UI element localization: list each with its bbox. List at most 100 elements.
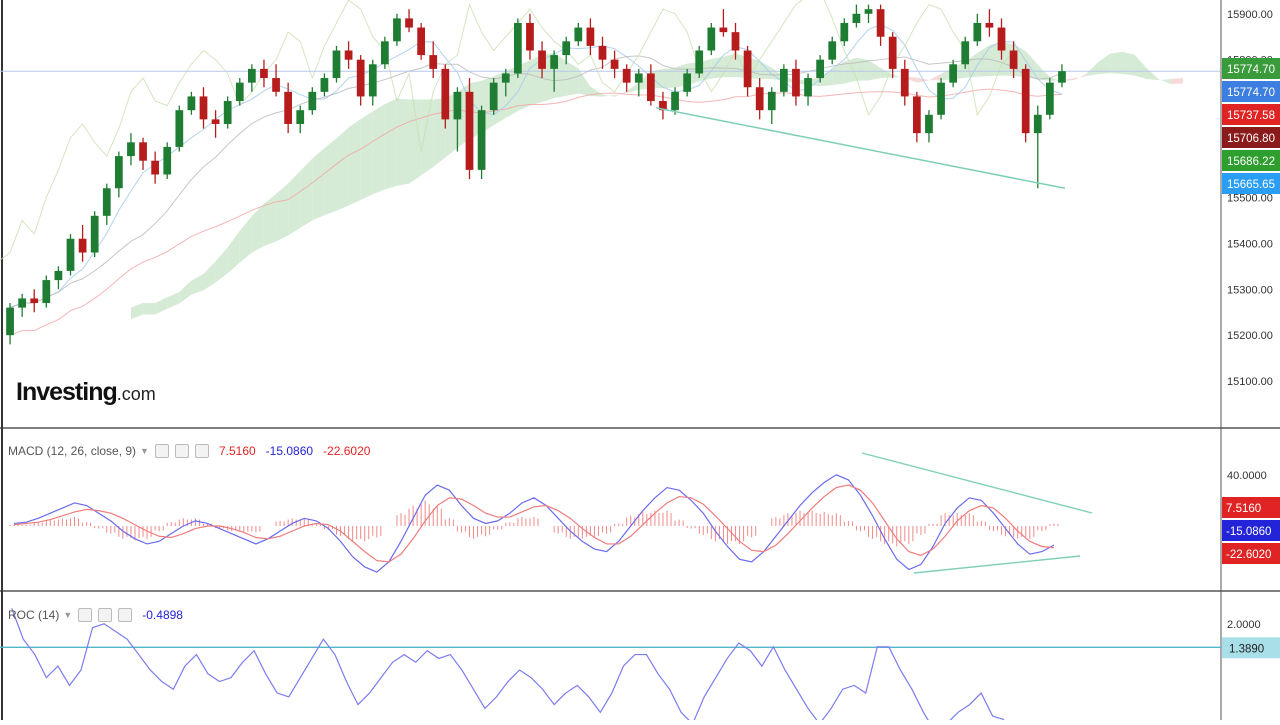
conversion-line [9, 24, 1063, 309]
candle-body [54, 270, 63, 281]
candle-body [320, 78, 329, 92]
cloud-segment [324, 138, 337, 216]
macd-series [9, 452, 1093, 574]
cloud-segment [723, 53, 736, 78]
candle-body [405, 18, 413, 28]
candle-body [308, 91, 317, 111]
price-tag-label: 15686.22 [1227, 156, 1275, 168]
candle-body [260, 68, 268, 79]
cloud-segment [1037, 64, 1050, 81]
chevron-down-icon[interactable]: ▼ [63, 610, 73, 620]
candle-body [646, 73, 655, 102]
close-icon[interactable] [194, 444, 209, 458]
candle-body [695, 50, 704, 74]
cloud-segment [300, 158, 313, 228]
value-axis: 15900.0015800.0015500.0015400.0015300.00… [1222, 9, 1280, 659]
candle-body [779, 68, 788, 92]
base-line [9, 55, 1063, 309]
candle-body [634, 73, 643, 83]
chevron-down-icon[interactable]: ▼ [140, 446, 149, 456]
candle-body [223, 101, 232, 124]
cloud-segment [977, 45, 990, 77]
visibility-icon[interactable] [154, 444, 169, 458]
macd-value-tag-label: -15.0860 [1226, 526, 1271, 538]
macd-trendline-upper [861, 452, 1093, 514]
roc-line [11, 608, 1005, 725]
candle-body [368, 64, 377, 97]
candle-body [671, 91, 679, 111]
roc-title: ROC (14) [8, 608, 60, 622]
cloud-segment [372, 103, 385, 195]
cloud-segment [336, 127, 349, 211]
price-tag-label: 15737.58 [1227, 110, 1275, 122]
candle-body [66, 238, 75, 271]
cloud-segment [215, 247, 228, 283]
macd-legend: MACD (12, 26, close, 9) ▼ 7.5160 -15.086… [8, 444, 370, 458]
candle-body [284, 91, 293, 124]
cloud-segment [590, 86, 603, 97]
settings-icon[interactable] [98, 608, 113, 622]
price-tick-label: 15100.00 [1227, 376, 1273, 388]
cloud-segment [626, 82, 639, 93]
candle-body [586, 27, 595, 46]
candle-body [973, 22, 982, 42]
price-tick-label: 15900.00 [1227, 9, 1273, 21]
roc-level-tag [1222, 637, 1280, 659]
cloud-segment [239, 216, 252, 263]
cloud-segment [384, 98, 397, 190]
candle-body [1045, 82, 1054, 115]
price-tag-label: 15706.80 [1227, 133, 1275, 145]
candle-body [272, 78, 280, 92]
cloud-segment [312, 148, 325, 221]
candle-body [719, 27, 728, 33]
cloud-segment [844, 57, 857, 84]
candle-body [792, 68, 800, 97]
cloud-segment [1158, 79, 1171, 85]
cloud-segment [263, 193, 277, 247]
macd-value-tag-label: 7.5160 [1226, 503, 1261, 515]
investing-logo: Investing.com [16, 378, 156, 407]
candle-body [912, 96, 921, 134]
settings-icon[interactable] [174, 444, 189, 458]
logo-main-text: Investing [16, 378, 118, 406]
candle-body [90, 215, 99, 253]
price-tick-label: 15400.00 [1227, 238, 1273, 250]
candle-body [538, 50, 546, 69]
cloud-segment [179, 280, 192, 304]
candle-body [683, 73, 692, 92]
candle-body [852, 13, 861, 23]
candle-body [804, 78, 812, 97]
roc-legend: ROC (14) ▼ -0.4898 [8, 608, 183, 622]
macd-value-tag-label: -22.6020 [1226, 549, 1271, 561]
cloud-segment [1086, 62, 1099, 77]
candle-body [949, 64, 958, 83]
cloud-segment [602, 94, 615, 97]
price-tag-label: 15774.70 [1227, 64, 1275, 76]
candle-body [18, 298, 27, 308]
candle-body [235, 82, 244, 102]
cloud-segment [662, 67, 676, 89]
cloud-segment [1146, 67, 1159, 81]
candle-body [477, 110, 486, 170]
cloud-segment [1170, 78, 1183, 85]
candle-body [465, 91, 474, 170]
candle-body [610, 59, 619, 69]
price-tick-label: 15500.00 [1227, 192, 1273, 204]
candle-body [417, 27, 426, 56]
cloud-segment [203, 261, 216, 291]
candle-body [1009, 50, 1018, 69]
candle-body [175, 110, 184, 147]
candle-body [707, 27, 716, 51]
candle-body [187, 96, 196, 111]
cloud-segment [348, 119, 361, 206]
price-tag [1222, 58, 1280, 79]
candle-body [127, 142, 135, 157]
visibility-icon[interactable] [78, 608, 93, 622]
macd-tick-label: 40.0000 [1227, 470, 1267, 482]
macd-trendline-lower [913, 555, 1081, 574]
close-icon[interactable] [118, 608, 133, 622]
candle-body [731, 32, 740, 51]
candle-body [199, 96, 208, 120]
